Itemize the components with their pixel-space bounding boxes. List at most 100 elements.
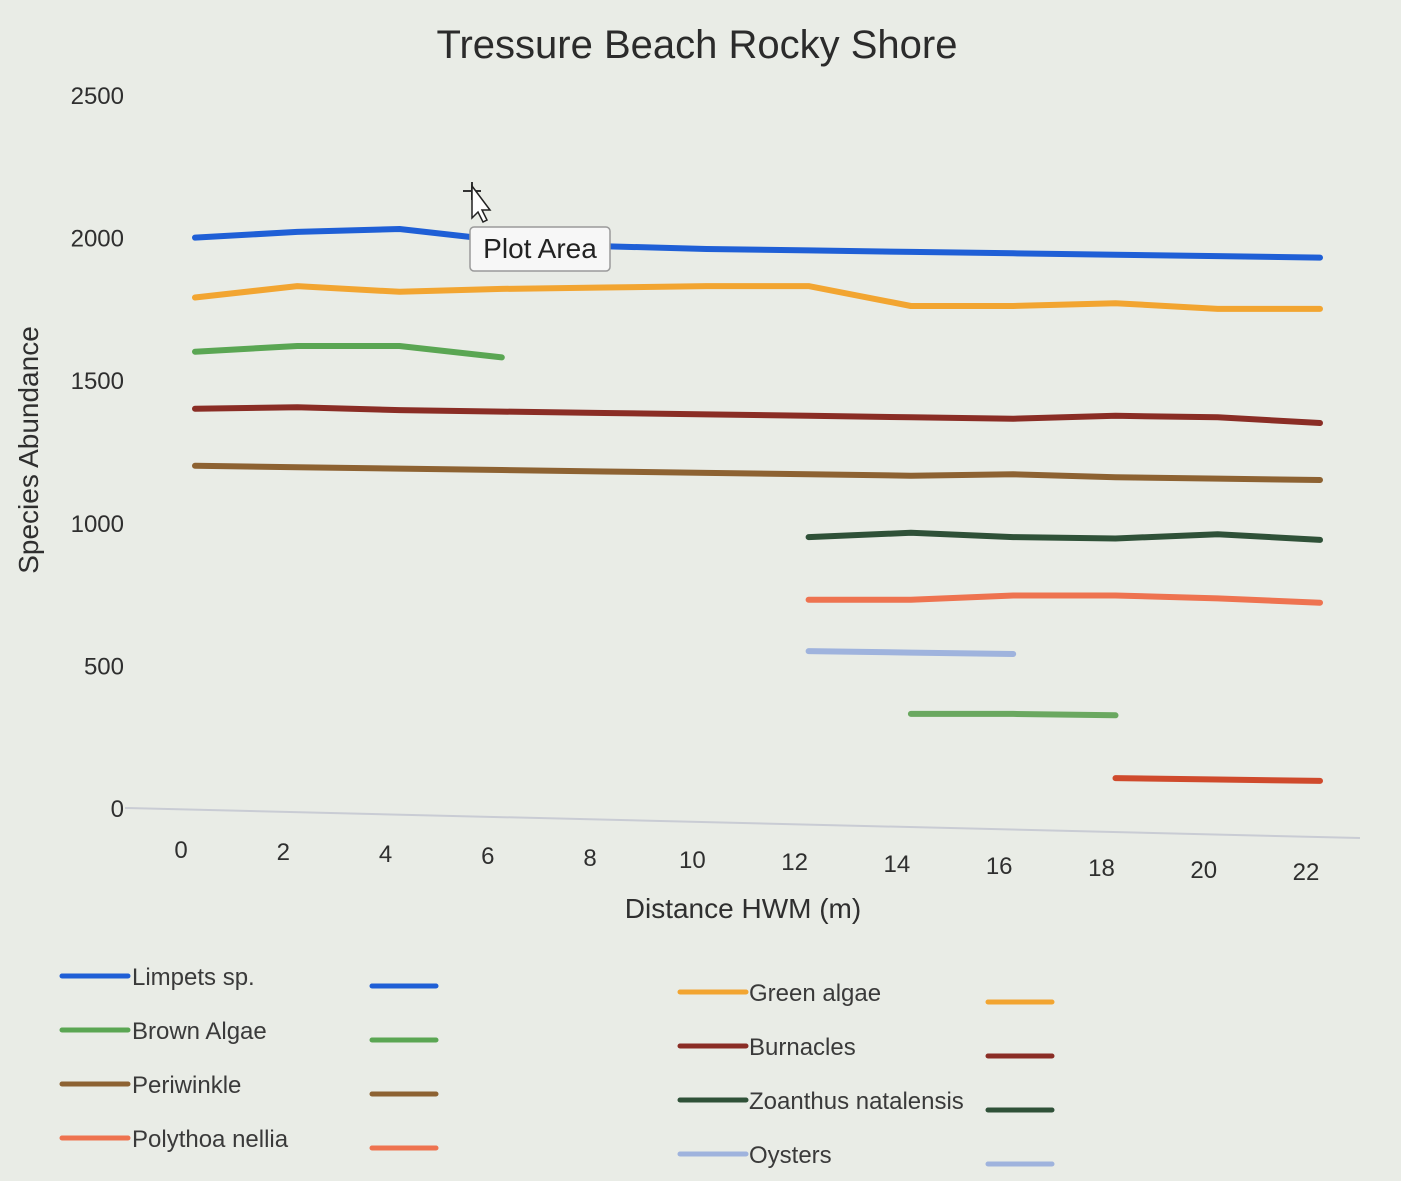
- data-point-0-8: [1012, 252, 1014, 254]
- data-point-4-6: [808, 473, 810, 475]
- data-point-8-1: [1012, 713, 1014, 715]
- plot-area[interactable]: [124, 226, 1361, 839]
- data-point-0-5: [705, 248, 707, 250]
- legend-label: Green algae: [749, 980, 881, 1007]
- data-point-8-2: [1115, 714, 1116, 716]
- legend-label: Limpets sp.: [132, 964, 255, 991]
- data-point-4-7: [910, 475, 912, 477]
- y-tick-label: 1500: [71, 368, 124, 395]
- y-tick-label: 2000: [71, 226, 124, 253]
- data-point-4-10: [1217, 478, 1219, 480]
- data-point-2-0: [194, 351, 196, 353]
- series-line-4[interactable]: [192, 462, 1323, 483]
- x-tick-label: 16: [986, 853, 1013, 880]
- x-tick-label: 10: [679, 847, 706, 874]
- legend-label: Periwinkle: [132, 1072, 241, 1099]
- data-point-1-5: [705, 285, 707, 287]
- series-line-3[interactable]: [192, 404, 1323, 426]
- data-point-0-2: [399, 228, 400, 230]
- legend-label: Oysters: [749, 1142, 832, 1169]
- series-line-1[interactable]: [192, 283, 1323, 312]
- data-point-1-1: [296, 285, 298, 287]
- x-tick-label: 12: [781, 849, 808, 876]
- data-point-3-9: [1115, 415, 1116, 417]
- data-point-1-0: [194, 297, 196, 298]
- data-point-4-9: [1115, 476, 1116, 478]
- data-point-4-4: [603, 471, 605, 472]
- y-tick-label: 0: [111, 796, 124, 823]
- data-point-6-2: [1012, 595, 1014, 596]
- x-tick-label: 6: [481, 843, 494, 870]
- data-point-4-8: [1012, 473, 1014, 475]
- data-point-2-3: [501, 356, 503, 358]
- data-point-9-1: [1217, 779, 1219, 780]
- legend-label: Brown Algae: [132, 1018, 267, 1045]
- data-point-0-7: [910, 251, 912, 253]
- data-point-1-6: [808, 285, 810, 287]
- data-point-1-10: [1217, 308, 1219, 310]
- x-tick-label: 20: [1190, 857, 1217, 884]
- series-line-5[interactable]: [805, 529, 1323, 543]
- data-point-1-8: [1012, 305, 1014, 307]
- data-point-4-2: [399, 468, 400, 470]
- data-point-2-2: [399, 345, 400, 347]
- tooltip-text: Plot Area: [483, 233, 597, 264]
- x-axis-label: Distance HWM (m): [625, 893, 861, 924]
- legend: Limpets sp. Brown Algae Periwinkle Polythoa…: [59, 964, 1055, 1169]
- data-point-0-6: [808, 249, 810, 251]
- legend-label: Burnacles: [749, 1034, 856, 1061]
- data-point-7-2: [1012, 653, 1014, 655]
- data-point-3-7: [910, 416, 912, 418]
- series-line-0[interactable]: [192, 226, 1323, 261]
- x-tick-label: 18: [1088, 855, 1115, 882]
- data-point-3-8: [1012, 418, 1014, 420]
- x-tick-label: 8: [583, 845, 596, 872]
- x-tick-label: 4: [379, 841, 392, 868]
- data-point-3-11: [1319, 422, 1321, 424]
- data-point-4-5: [705, 472, 707, 474]
- data-point-5-1: [910, 532, 912, 534]
- x-tick-label: 0: [174, 837, 187, 864]
- data-point-0-9: [1115, 254, 1116, 256]
- data-point-7-0: [808, 650, 810, 652]
- data-point-5-4: [1217, 533, 1219, 535]
- x-axis-ticks: 0 2 4 6 8 10 12 14 16 18 20 22: [174, 837, 1319, 886]
- move-cursor-icon: [463, 182, 492, 224]
- data-point-3-0: [194, 408, 196, 410]
- x-axis-line: [124, 807, 1361, 839]
- data-point-1-3: [501, 288, 503, 290]
- y-tick-label: 1000: [71, 511, 124, 538]
- data-point-4-0: [194, 465, 196, 467]
- data-point-3-6: [808, 415, 810, 417]
- data-point-5-0: [808, 536, 810, 538]
- data-point-1-11: [1319, 308, 1321, 310]
- series-line-2[interactable]: [192, 343, 505, 361]
- data-point-1-9: [1115, 302, 1116, 304]
- data-point-6-4: [1217, 597, 1219, 599]
- x-tick-label: 14: [884, 851, 911, 878]
- data-point-3-10: [1217, 416, 1219, 418]
- x-tick-label: 2: [277, 839, 290, 866]
- data-point-3-4: [603, 412, 605, 414]
- series-line-6[interactable]: [805, 592, 1323, 606]
- data-point-2-1: [296, 345, 298, 347]
- data-point-0-0: [194, 237, 196, 239]
- legend-label: Polythoa nellia: [132, 1126, 289, 1153]
- data-point-6-0: [808, 599, 810, 601]
- y-axis-label: Species Abundance: [13, 326, 44, 574]
- data-point-4-3: [501, 469, 503, 471]
- data-point-9-0: [1115, 777, 1116, 779]
- data-point-6-3: [1115, 595, 1116, 596]
- data-point-0-1: [296, 231, 298, 233]
- data-point-1-2: [399, 291, 400, 293]
- data-point-1-4: [603, 287, 605, 288]
- data-point-5-5: [1319, 539, 1321, 541]
- y-axis-ticks: 0 500 1000 1500 2000 2500: [71, 83, 124, 823]
- data-point-8-0: [910, 713, 912, 715]
- data-point-0-10: [1217, 255, 1219, 257]
- data-point-3-3: [501, 411, 503, 413]
- data-point-4-11: [1319, 479, 1321, 481]
- data-point-3-1: [296, 406, 298, 408]
- data-point-9-2: [1319, 780, 1321, 782]
